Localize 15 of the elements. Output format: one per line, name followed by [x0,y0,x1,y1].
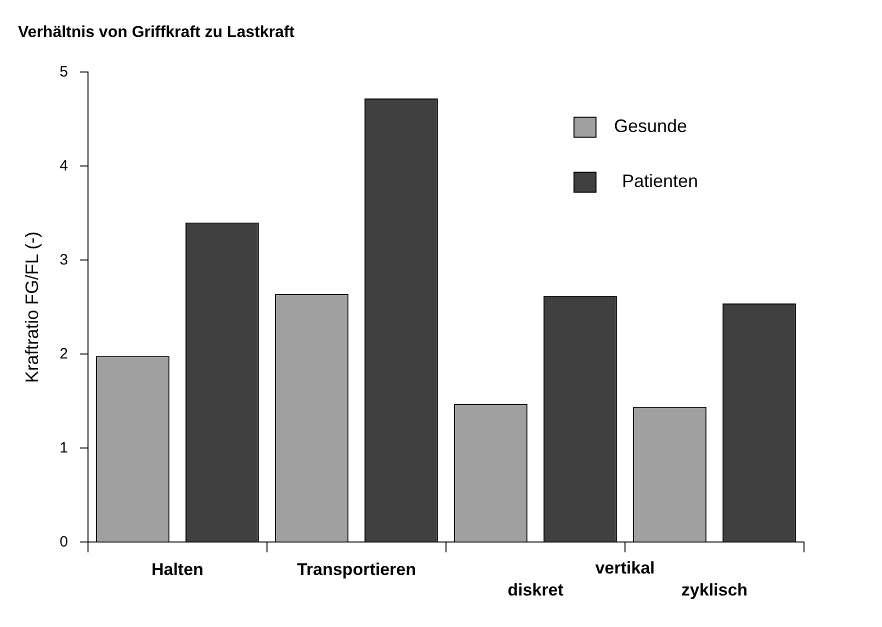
y-tick-label: 2 [60,345,68,362]
x-tick-label: Transportieren [296,560,416,580]
y-axis-title: Kraftratio FG/FL (-) [22,232,42,383]
y-tick-label: 3 [60,251,68,268]
chart-title: Verhältnis von Griffkraft zu Lastkraft [18,24,296,42]
y-tick-label: 0 [60,533,68,550]
y-tick-label: 5 [60,63,68,80]
x-tick-label: Halten [151,560,204,580]
legend-label: Gesunde [614,116,688,136]
y-tick-label: 1 [60,439,68,456]
legend-label: Patienten [622,171,698,192]
y-tick-label: 4 [60,157,68,174]
x-tick-label: zyklisch [681,580,748,600]
x-tick-label: diskret [508,580,564,600]
text: vertikal [595,558,655,578]
